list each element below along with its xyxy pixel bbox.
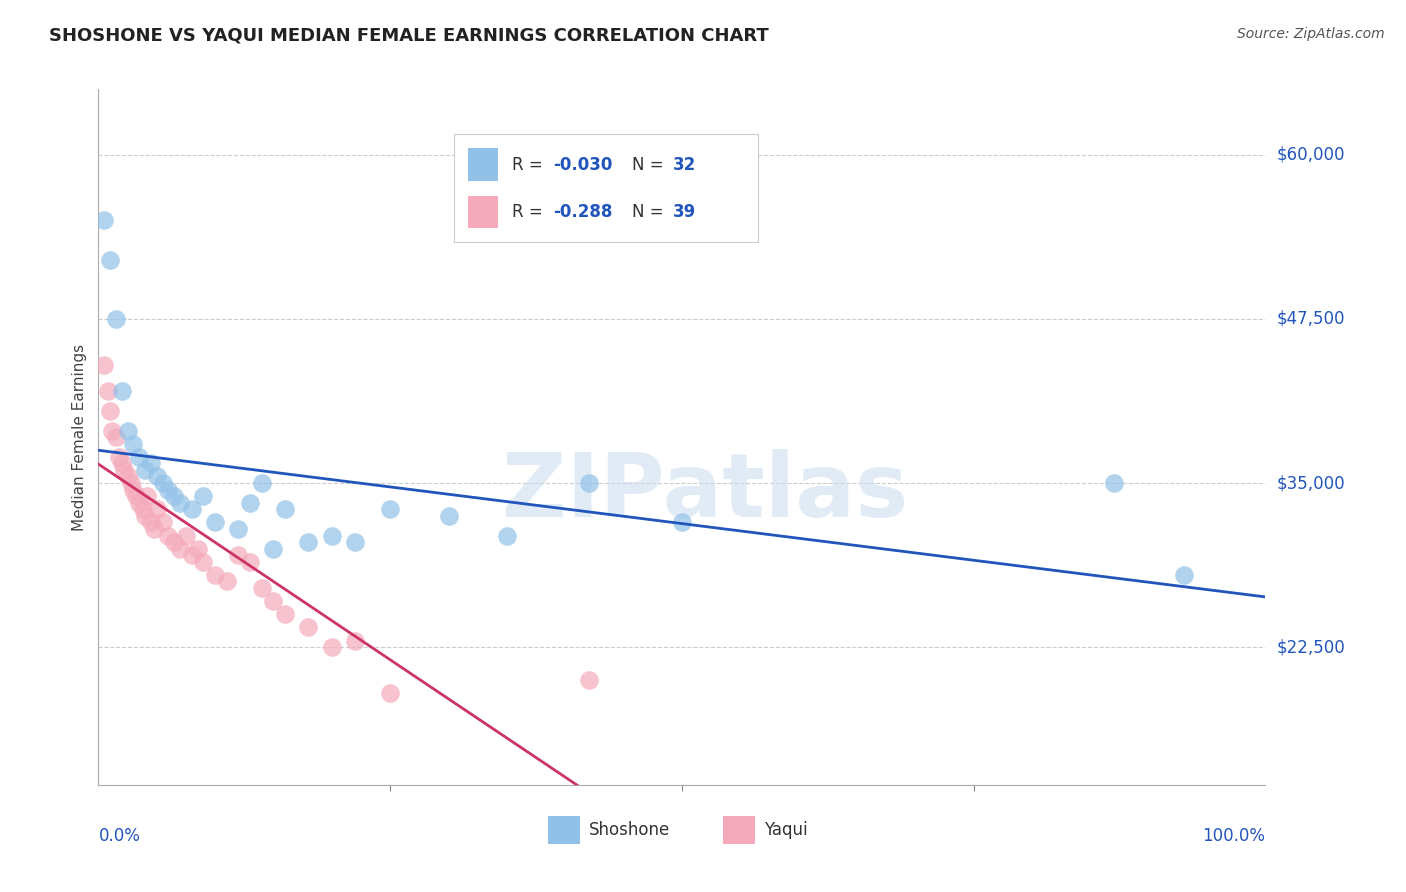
Point <box>239 555 262 569</box>
Point <box>239 496 262 510</box>
Point <box>344 535 367 549</box>
Point <box>98 252 121 267</box>
Point <box>1102 476 1125 491</box>
Point <box>193 555 215 569</box>
Point <box>437 508 460 523</box>
Point <box>152 476 174 491</box>
Point <box>297 620 319 634</box>
Point <box>274 502 297 516</box>
Point <box>108 450 131 464</box>
Point <box>215 574 238 589</box>
Point <box>132 502 155 516</box>
Point <box>262 594 284 608</box>
Point <box>111 456 134 470</box>
Text: $35,000: $35,000 <box>1277 474 1346 492</box>
Point <box>187 541 209 556</box>
Point <box>136 489 159 503</box>
Point <box>321 528 343 542</box>
Point <box>125 489 148 503</box>
Point <box>204 568 226 582</box>
Point <box>112 463 135 477</box>
Text: $22,500: $22,500 <box>1277 638 1346 657</box>
Point <box>98 404 121 418</box>
Point <box>122 436 145 450</box>
Point <box>671 516 693 530</box>
Text: -0.030: -0.030 <box>554 155 613 174</box>
Point <box>134 463 156 477</box>
Y-axis label: Median Female Earnings: Median Female Earnings <box>72 343 87 531</box>
Text: R =: R = <box>512 155 547 174</box>
Bar <box>468 148 498 181</box>
Point <box>321 640 343 654</box>
Point <box>228 548 250 562</box>
Point <box>157 528 180 542</box>
Point <box>228 522 250 536</box>
Point <box>578 673 600 687</box>
Point <box>139 516 162 530</box>
Text: -0.288: -0.288 <box>554 203 613 221</box>
Point <box>101 424 124 438</box>
Point <box>93 213 115 227</box>
Point <box>496 528 519 542</box>
Point <box>297 535 319 549</box>
Point <box>152 516 174 530</box>
Point <box>93 358 115 372</box>
Text: Source: ZipAtlas.com: Source: ZipAtlas.com <box>1237 27 1385 41</box>
Text: 0.0%: 0.0% <box>98 827 141 845</box>
Point <box>163 535 186 549</box>
Point <box>174 528 197 542</box>
Point <box>104 430 127 444</box>
Point <box>204 516 226 530</box>
Point <box>169 541 191 556</box>
Point <box>117 424 139 438</box>
Point <box>128 496 150 510</box>
Point <box>180 548 202 562</box>
Text: $60,000: $60,000 <box>1277 145 1346 164</box>
Text: Yaqui: Yaqui <box>763 822 807 839</box>
Text: 39: 39 <box>672 203 696 221</box>
Point <box>120 476 142 491</box>
Bar <box>548 816 581 844</box>
Point <box>262 541 284 556</box>
Text: 100.0%: 100.0% <box>1202 827 1265 845</box>
Point <box>128 450 150 464</box>
Bar <box>723 816 755 844</box>
Text: N =: N = <box>631 155 669 174</box>
Point <box>134 508 156 523</box>
Point <box>117 469 139 483</box>
Point <box>578 476 600 491</box>
Point <box>122 483 145 497</box>
Point <box>380 686 402 700</box>
Text: SHOSHONE VS YAQUI MEDIAN FEMALE EARNINGS CORRELATION CHART: SHOSHONE VS YAQUI MEDIAN FEMALE EARNINGS… <box>49 27 769 45</box>
Point <box>180 502 202 516</box>
Point <box>169 496 191 510</box>
Point <box>146 469 169 483</box>
Point <box>193 489 215 503</box>
Point <box>143 522 166 536</box>
Bar <box>468 196 498 228</box>
Point <box>250 476 273 491</box>
Text: ZIPatlas: ZIPatlas <box>502 450 908 536</box>
Text: $47,500: $47,500 <box>1277 310 1346 328</box>
Text: 32: 32 <box>672 155 696 174</box>
Point <box>250 581 273 595</box>
Point <box>157 483 180 497</box>
Point <box>111 384 134 398</box>
Text: R =: R = <box>512 203 547 221</box>
Point <box>380 502 402 516</box>
Point <box>139 456 162 470</box>
Text: N =: N = <box>631 203 669 221</box>
Text: Shoshone: Shoshone <box>589 822 669 839</box>
Point <box>1173 568 1195 582</box>
Point <box>344 633 367 648</box>
Point <box>146 502 169 516</box>
Point <box>163 489 186 503</box>
FancyBboxPatch shape <box>454 135 758 243</box>
Point <box>104 312 127 326</box>
Point <box>274 607 297 622</box>
Point <box>97 384 120 398</box>
